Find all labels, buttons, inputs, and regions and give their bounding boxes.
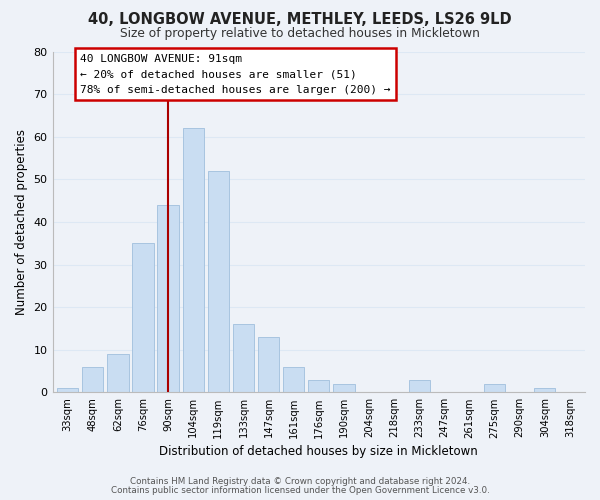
Text: Size of property relative to detached houses in Mickletown: Size of property relative to detached ho… [120, 28, 480, 40]
Bar [208, 171, 229, 392]
Bar [534, 388, 556, 392]
Bar [182, 128, 204, 392]
Bar [107, 354, 128, 393]
Bar [157, 205, 179, 392]
Bar [233, 324, 254, 392]
Bar [82, 367, 103, 392]
Bar [484, 384, 505, 392]
Bar [283, 367, 304, 392]
Text: 40 LONGBOW AVENUE: 91sqm
← 20% of detached houses are smaller (51)
78% of semi-d: 40 LONGBOW AVENUE: 91sqm ← 20% of detach… [80, 54, 391, 95]
Bar [132, 243, 154, 392]
Bar [57, 388, 78, 392]
Bar [409, 380, 430, 392]
Text: 40, LONGBOW AVENUE, METHLEY, LEEDS, LS26 9LD: 40, LONGBOW AVENUE, METHLEY, LEEDS, LS26… [88, 12, 512, 28]
X-axis label: Distribution of detached houses by size in Mickletown: Distribution of detached houses by size … [160, 444, 478, 458]
Bar [333, 384, 355, 392]
Y-axis label: Number of detached properties: Number of detached properties [15, 129, 28, 315]
Bar [258, 337, 279, 392]
Text: Contains HM Land Registry data © Crown copyright and database right 2024.: Contains HM Land Registry data © Crown c… [130, 477, 470, 486]
Text: Contains public sector information licensed under the Open Government Licence v3: Contains public sector information licen… [110, 486, 490, 495]
Bar [308, 380, 329, 392]
